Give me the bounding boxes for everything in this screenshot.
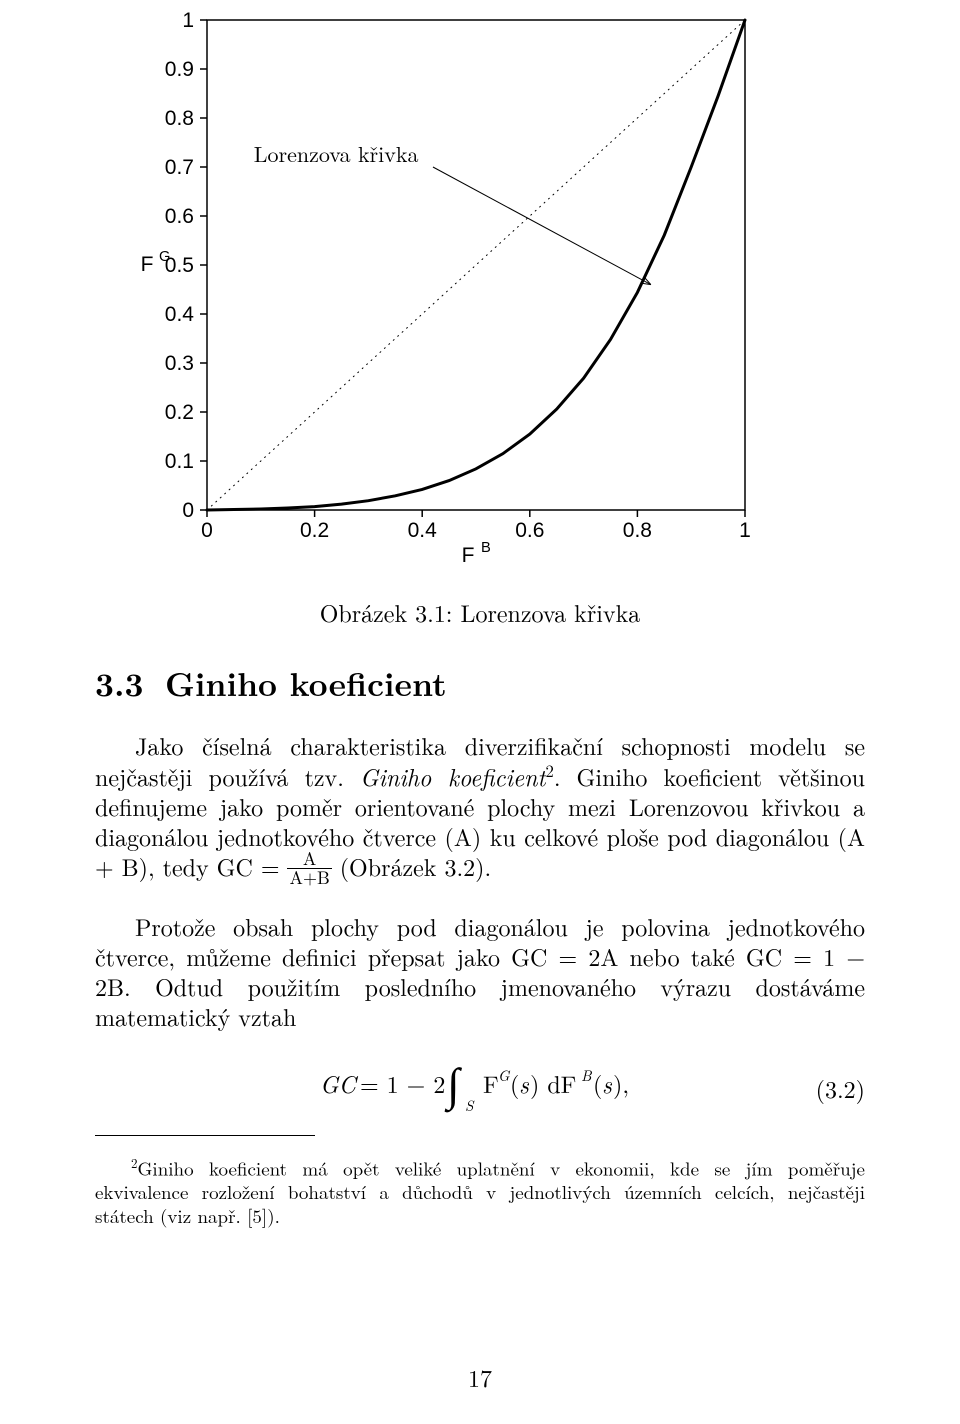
svg-text:F: F (462, 544, 475, 567)
svg-text:1: 1 (182, 10, 194, 32)
svg-text:Lorenzova křivka: Lorenzova křivka (254, 138, 419, 169)
svg-text:F: F (141, 253, 154, 276)
svg-text:0.2: 0.2 (300, 519, 329, 542)
svg-text:0.2: 0.2 (165, 401, 194, 424)
svg-text:) dF: ) dF (530, 1066, 576, 1100)
section-title: Giniho koeficient (165, 659, 447, 706)
equation-number: (3.2) (816, 1071, 865, 1105)
paragraph-2: Protože obsah plochy pod diagonálou je p… (95, 911, 865, 1031)
svg-text:0.4: 0.4 (408, 519, 438, 542)
svg-text:F: F (483, 1066, 499, 1100)
svg-text:B: B (581, 1065, 592, 1086)
svg-text:0.6: 0.6 (165, 205, 194, 228)
svg-text:0.3: 0.3 (165, 352, 194, 375)
footnote-rule (95, 1135, 315, 1136)
paragraph-1: Jako číselná charakteristika diverzifika… (95, 730, 865, 889)
svg-text:s: s (519, 1066, 530, 1100)
svg-text:0: 0 (201, 519, 213, 542)
svg-text:B: B (481, 540, 491, 556)
para1-term: Giniho koeficient (360, 759, 545, 793)
page-number: 17 (0, 1360, 960, 1394)
footnote-text: Giniho koeficient má opět veliké uplatně… (95, 1155, 865, 1230)
para1-frac-den: A+B (287, 869, 331, 887)
svg-text:0: 0 (182, 499, 194, 522)
svg-text:0.6: 0.6 (515, 519, 544, 542)
para1-fraction: AA+B (287, 850, 331, 887)
svg-text:GC: GC (320, 1066, 359, 1100)
lorenz-chart: 00.20.40.60.8100.10.20.30.40.50.60.70.80… (115, 10, 865, 575)
svg-text:0.8: 0.8 (165, 107, 194, 130)
svg-text:s: s (602, 1066, 613, 1100)
figure-caption-text: Lorenzova křivka (460, 595, 640, 629)
figure-caption: Obrázek 3.1: Lorenzova křivka (95, 595, 865, 629)
svg-text:0.9: 0.9 (165, 58, 194, 81)
para2-text: Protože obsah plochy pod diagonálou je p… (95, 909, 865, 1033)
para1-e: (Obrázek 3.2). (332, 849, 491, 883)
chart-svg: 00.20.40.60.8100.10.20.30.40.50.60.70.80… (115, 10, 755, 570)
svg-text:0.1: 0.1 (165, 450, 194, 473)
section-heading: 3.3Giniho koeficient (95, 659, 865, 706)
svg-text:(: ( (510, 1066, 519, 1100)
svg-text:0.8: 0.8 (623, 519, 652, 542)
footnote: 2Giniho koeficient má opět veliké uplatn… (95, 1155, 865, 1228)
para1-fnref: 2 (545, 758, 553, 782)
equation-svg: GC = 1 − 2 ∫ S F G ( s ) dF B ( s ), (95, 1053, 865, 1117)
equation-block: GC = 1 − 2 ∫ S F G ( s ) dF B ( s ), (3.… (95, 1053, 865, 1117)
svg-text:1: 1 (739, 519, 751, 542)
svg-text:0.7: 0.7 (165, 156, 194, 179)
svg-text:(: ( (593, 1066, 602, 1100)
figure-caption-label: Obrázek 3.1: (320, 595, 453, 629)
svg-text:S: S (465, 1095, 475, 1116)
svg-text:G: G (159, 249, 170, 265)
page: 00.20.40.60.8100.10.20.30.40.50.60.70.80… (0, 10, 960, 1424)
svg-text:),: ), (613, 1066, 629, 1100)
section-number: 3.3 (95, 659, 165, 706)
svg-text:∫: ∫ (444, 1053, 462, 1114)
svg-text:= 1 − 2: = 1 − 2 (360, 1066, 445, 1100)
svg-text:0.4: 0.4 (165, 303, 195, 326)
